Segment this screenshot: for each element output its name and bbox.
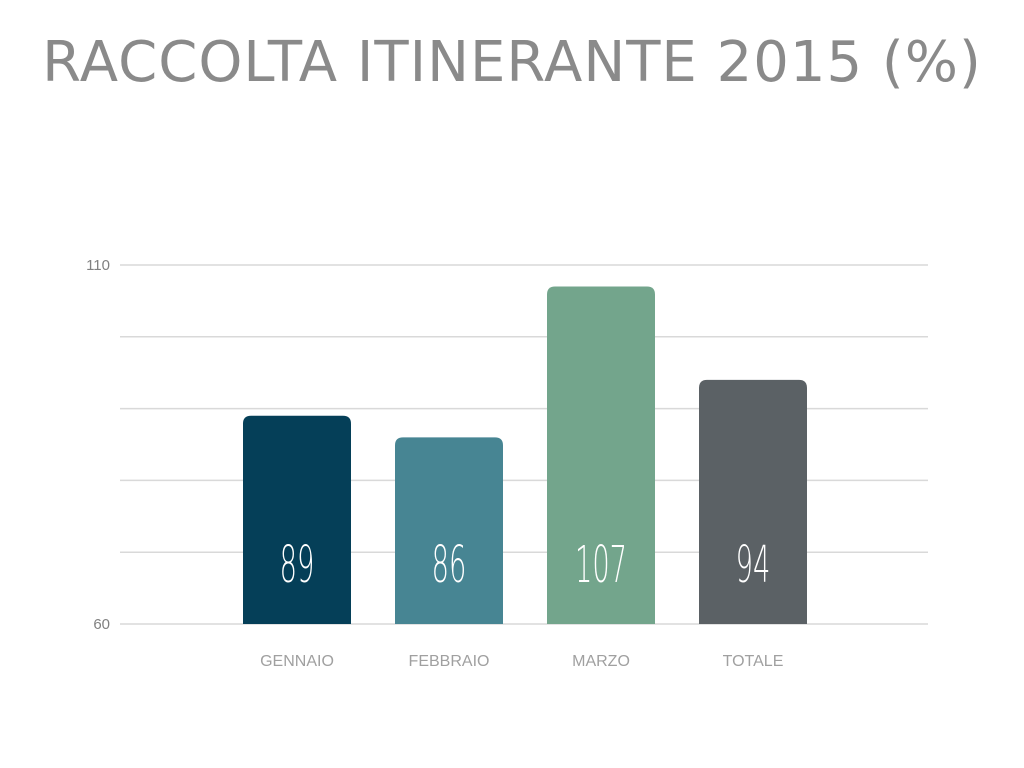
bar-value-labels: 89 86 107 94: [280, 535, 771, 595]
bar-gennaio: [243, 415, 351, 624]
y-axis-tick-labels: 60 110: [86, 257, 110, 633]
bar-febbraio: [395, 437, 503, 624]
bar-totale: [699, 379, 807, 624]
y-tick-label: 110: [86, 257, 110, 274]
bar-value-label: 94: [736, 535, 771, 595]
bar-value-label: 107: [575, 535, 627, 595]
bars: [243, 286, 807, 624]
category-label: TOTALE: [723, 653, 784, 670]
bar-value-label: 86: [432, 535, 467, 595]
chart-title: RACCOLTA ITINERANTE 2015 (%): [42, 30, 982, 95]
bar-marzo: [547, 286, 655, 624]
bar-value-label: 89: [280, 535, 315, 595]
category-label: MARZO: [572, 653, 630, 670]
category-label: FEBBRAIO: [409, 653, 490, 670]
category-label: GENNAIO: [260, 653, 334, 670]
x-axis-category-labels: GENNAIO FEBBRAIO MARZO TOTALE: [260, 653, 783, 670]
y-tick-label: 60: [93, 616, 110, 633]
